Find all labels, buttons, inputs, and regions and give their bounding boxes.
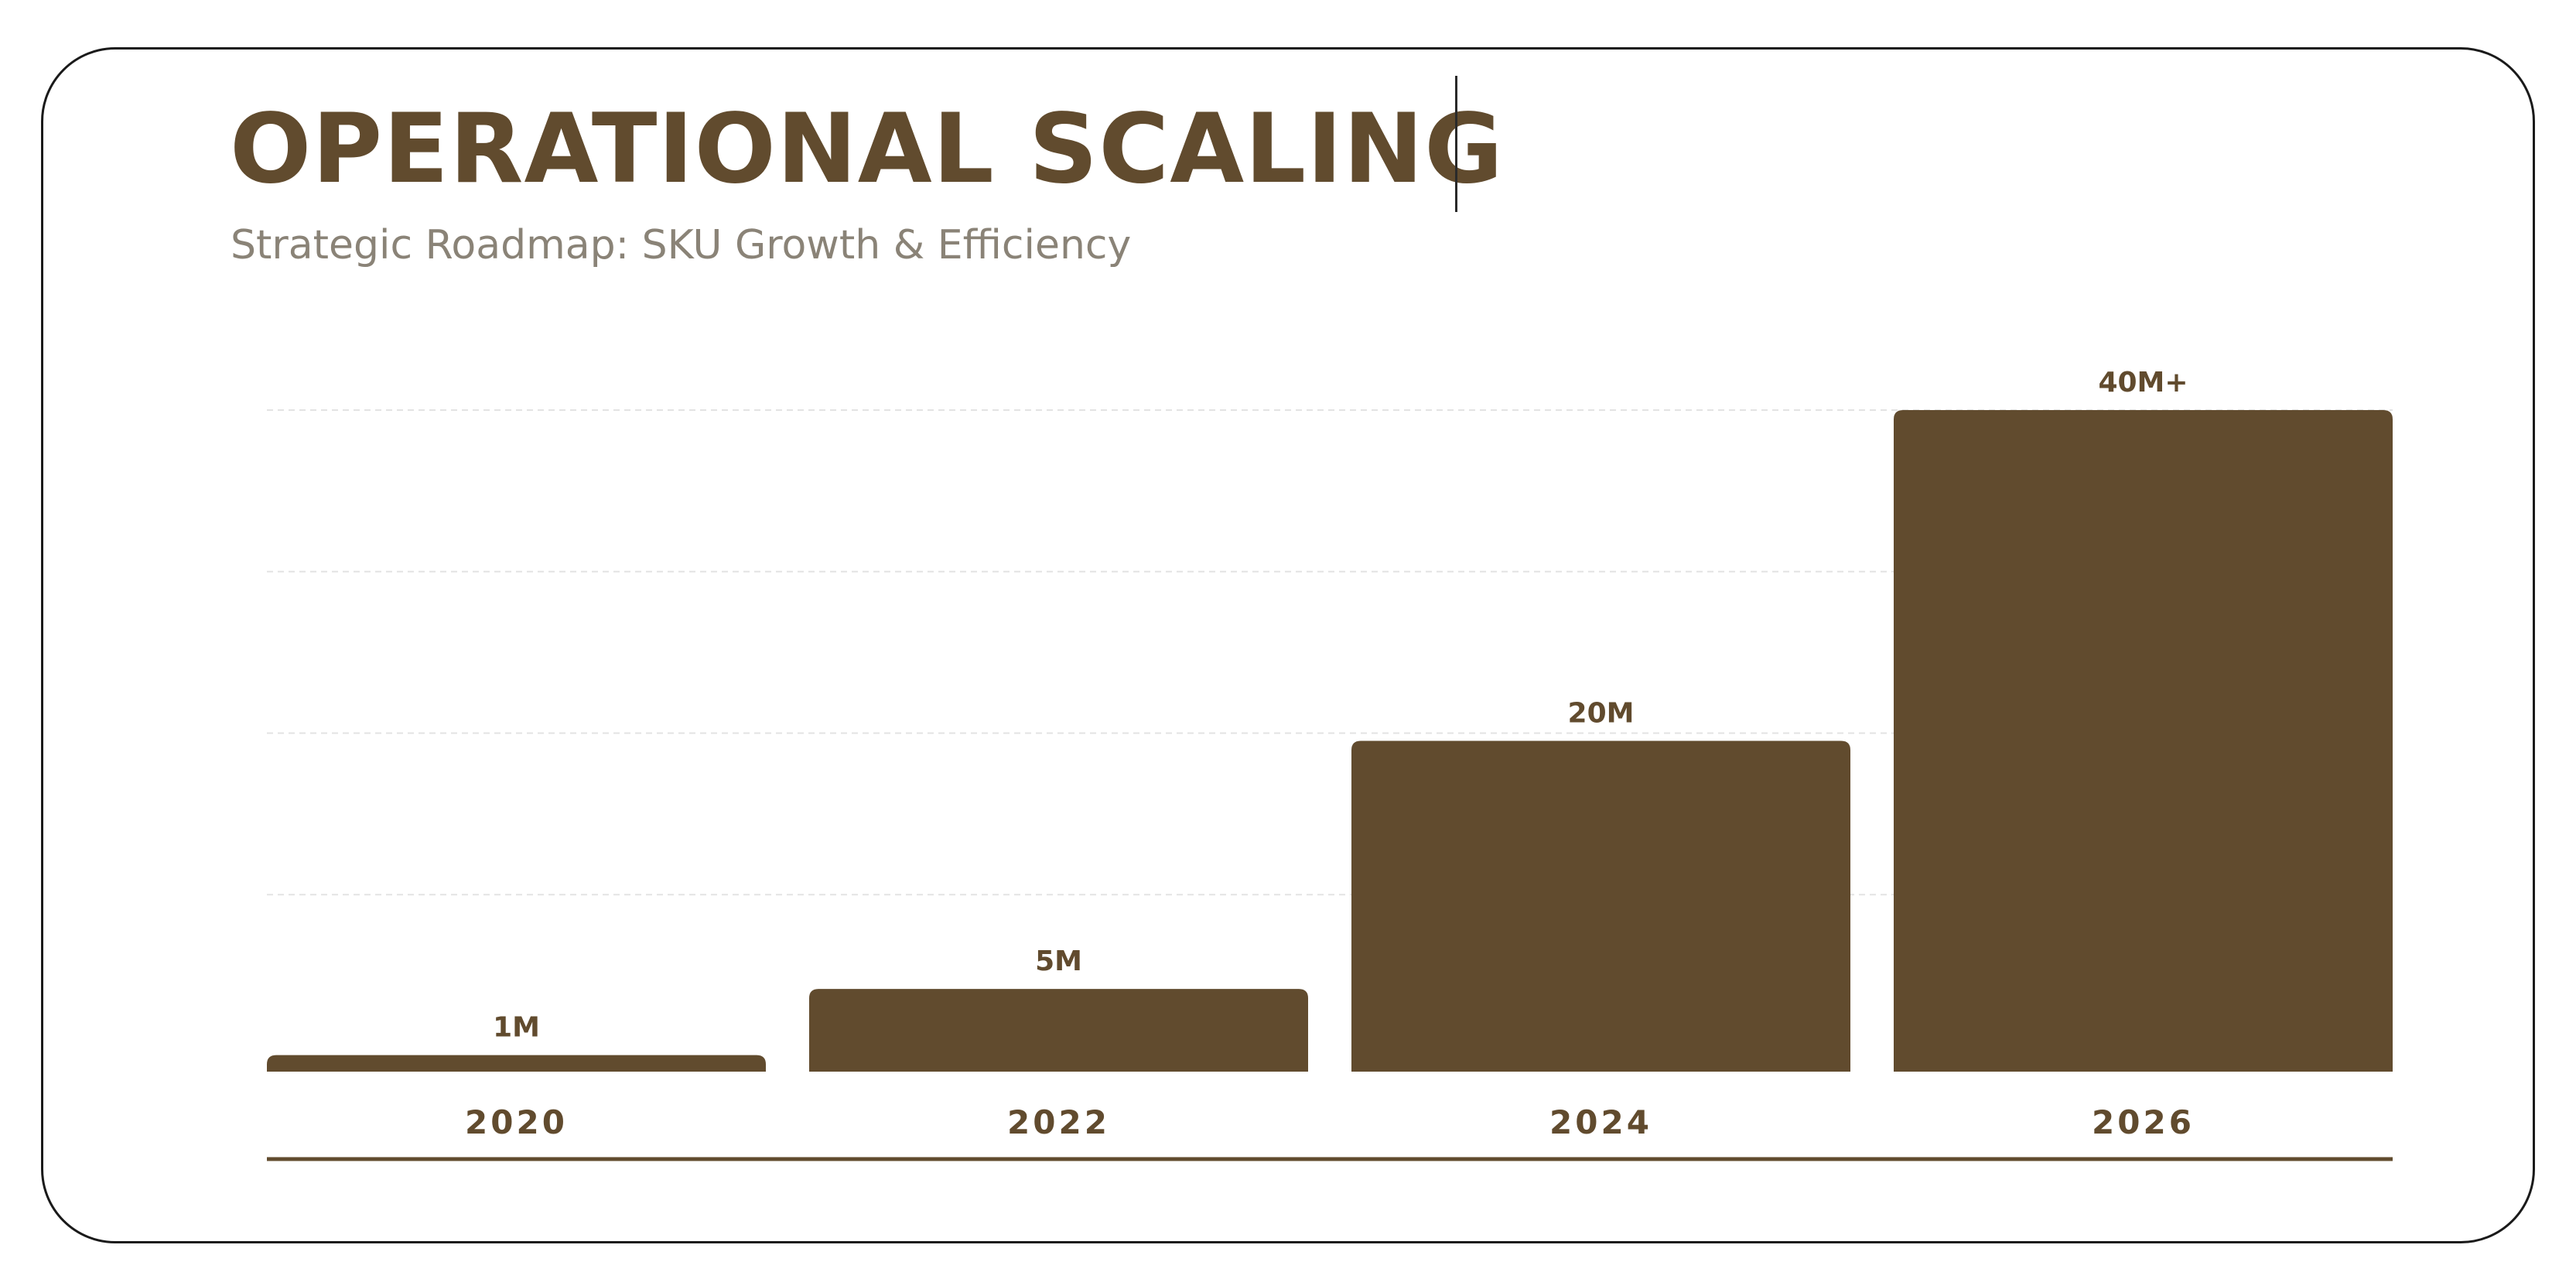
page-subtitle: Strategic Roadmap: SKU Growth & Efficien… bbox=[231, 222, 1132, 268]
category-label-2020: 2020 bbox=[465, 1103, 568, 1141]
category-label-2024: 2024 bbox=[1549, 1103, 1652, 1141]
value-label-2024: 20M bbox=[1568, 698, 1635, 730]
category-labels: 2020 2022 2024 2026 bbox=[465, 1103, 2195, 1141]
value-label-2020: 1M bbox=[493, 1012, 540, 1044]
bar-2024 bbox=[1351, 740, 1850, 1072]
page-title: OPERATIONAL SCALING bbox=[230, 94, 1504, 205]
value-label-2026: 40M+ bbox=[2098, 367, 2188, 398]
bars bbox=[267, 410, 2393, 1072]
bar-2026 bbox=[1894, 410, 2393, 1072]
value-label-2022: 5M bbox=[1035, 946, 1082, 977]
text-cursor bbox=[1455, 76, 1457, 212]
value-labels: 1M 5M 20M 40M+ bbox=[493, 367, 2188, 1044]
bar-2020 bbox=[267, 1055, 766, 1072]
category-label-2026: 2026 bbox=[2092, 1103, 2195, 1141]
bar-2022 bbox=[809, 989, 1308, 1072]
category-label-2022: 2022 bbox=[1007, 1103, 1110, 1141]
